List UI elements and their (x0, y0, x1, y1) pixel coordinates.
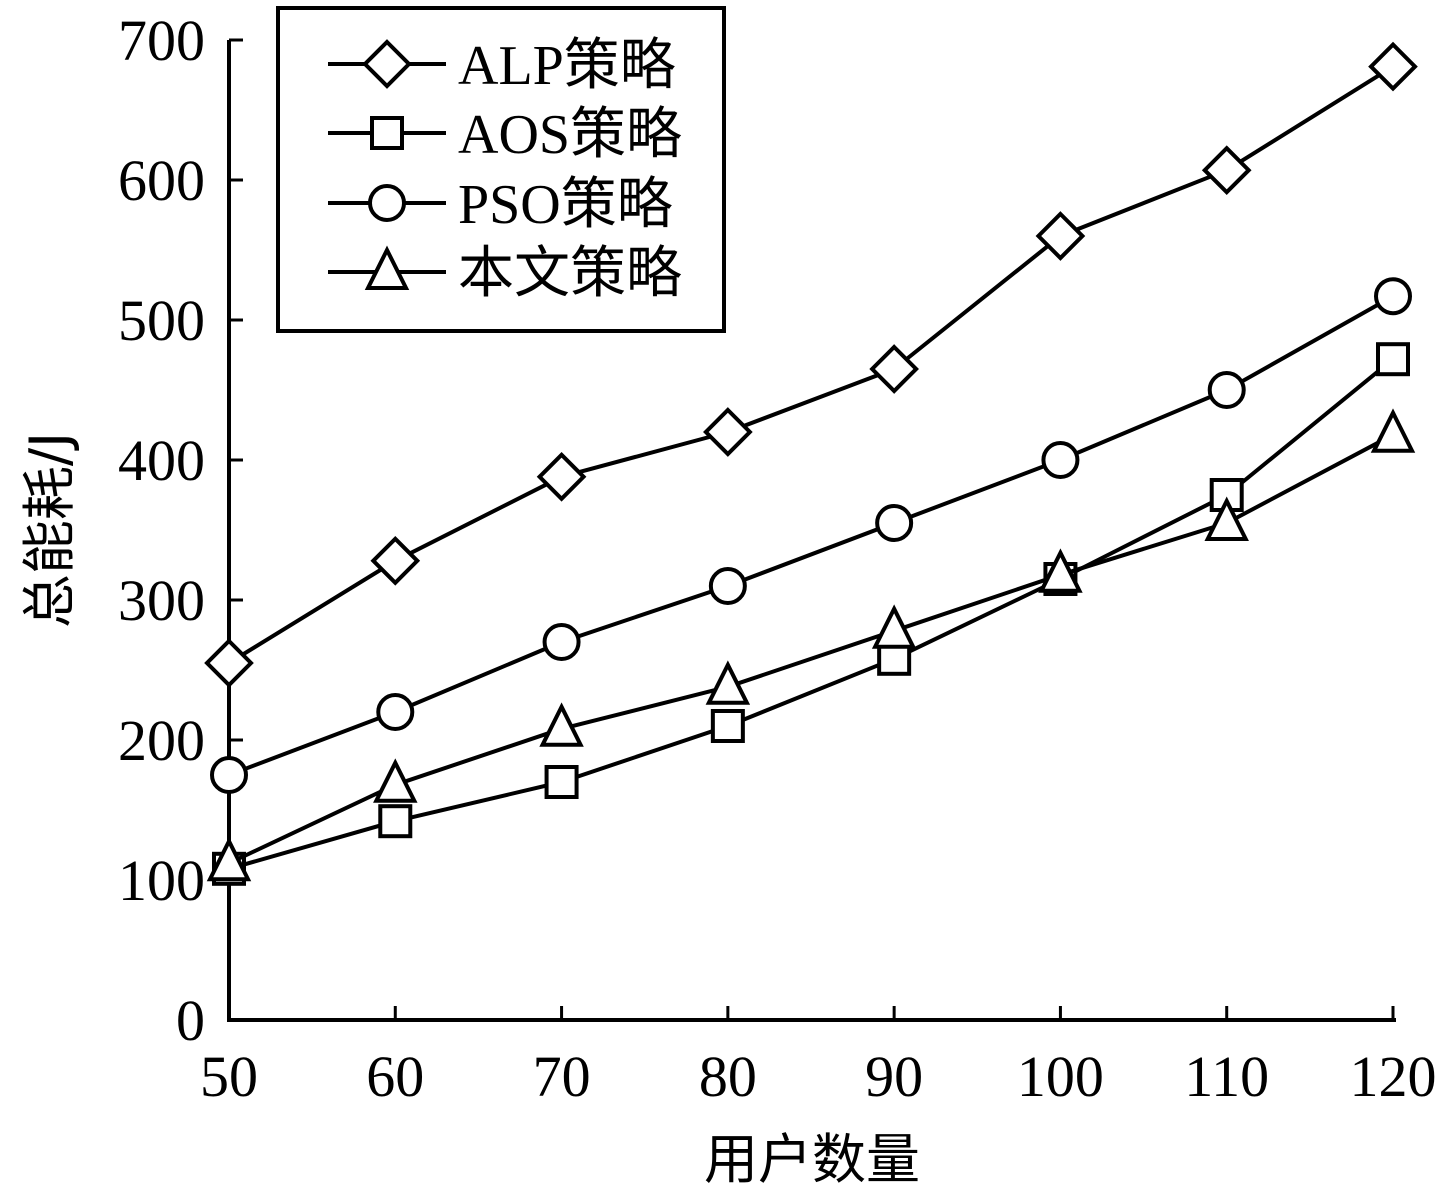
data-point (370, 535, 421, 586)
data-point (206, 836, 252, 882)
data-point (1370, 408, 1416, 453)
data-point (703, 407, 753, 457)
legend-item: ALP策略 (328, 35, 676, 97)
data-point (1368, 41, 1418, 92)
data-point (1201, 145, 1252, 196)
legend-marker (362, 39, 412, 89)
y-tick-label: 200 (118, 708, 205, 773)
data-point (708, 567, 747, 605)
legend-item: PSO策略 (328, 174, 673, 236)
series-diamond (204, 41, 1418, 688)
legend-label: PSO策略 (458, 174, 673, 236)
y-tick-label: 0 (176, 988, 205, 1053)
data-point (869, 344, 919, 394)
legend-box (276, 6, 726, 333)
y-tick-label: 600 (118, 148, 205, 213)
x-tick-label: 80 (699, 1044, 757, 1109)
x-tick-label: 70 (533, 1044, 591, 1109)
y-tick-label: 300 (118, 568, 205, 633)
y-tick-label: 700 (118, 8, 205, 73)
data-point (210, 756, 248, 794)
legend-marker (364, 245, 410, 290)
data-point (376, 693, 415, 731)
y-tick-label: 100 (118, 848, 205, 913)
x-axis-title: 用户数量 (704, 1128, 920, 1191)
y-axis-title: 总能耗/J (18, 432, 81, 628)
data-point (705, 660, 751, 705)
series-line (228, 294, 1394, 777)
data-point (539, 702, 584, 747)
data-point (710, 709, 745, 743)
y-tick-label: 500 (118, 288, 205, 353)
data-point (536, 451, 587, 502)
x-tick-label: 100 (1017, 1044, 1104, 1109)
series-line (228, 433, 1394, 866)
data-point (542, 623, 581, 661)
data-point (1035, 211, 1086, 261)
x-tick-label: 90 (865, 1044, 923, 1109)
legend-marker (370, 116, 404, 150)
legend-label: ALP策略 (458, 35, 676, 97)
legend-item: 本文策略 (328, 243, 682, 305)
series-circle (210, 277, 1412, 794)
data-point (871, 604, 917, 649)
x-tick-label: 110 (1184, 1044, 1269, 1109)
x-tick-label: 60 (366, 1044, 424, 1109)
legend-label: AOS策略 (458, 104, 682, 166)
data-point (544, 765, 579, 799)
series-layer (204, 41, 1418, 886)
data-point (373, 758, 418, 803)
data-point (1374, 277, 1412, 316)
data-point (1207, 371, 1246, 409)
legend-marker (368, 184, 406, 222)
data-point (1041, 441, 1080, 479)
data-point (1204, 496, 1249, 541)
series-line (227, 64, 1395, 665)
legend-label: 本文策略 (458, 243, 682, 305)
x-tick-label: 50 (200, 1044, 258, 1109)
ticks: 0 100 200 300 400 500 600 700 50 60 70 80 90 100 110 12… (118, 8, 1437, 1109)
data-point (1038, 548, 1083, 593)
series-square (212, 342, 1410, 886)
x-tick-label: 120 (1350, 1044, 1437, 1109)
data-point (875, 504, 914, 542)
series-triangle (206, 408, 1416, 882)
data-point (378, 804, 413, 839)
data-point (204, 638, 254, 688)
data-point (1376, 342, 1410, 377)
series-line (228, 357, 1395, 871)
legend-item: AOS策略 (328, 104, 682, 166)
y-tick-label: 400 (118, 428, 205, 493)
